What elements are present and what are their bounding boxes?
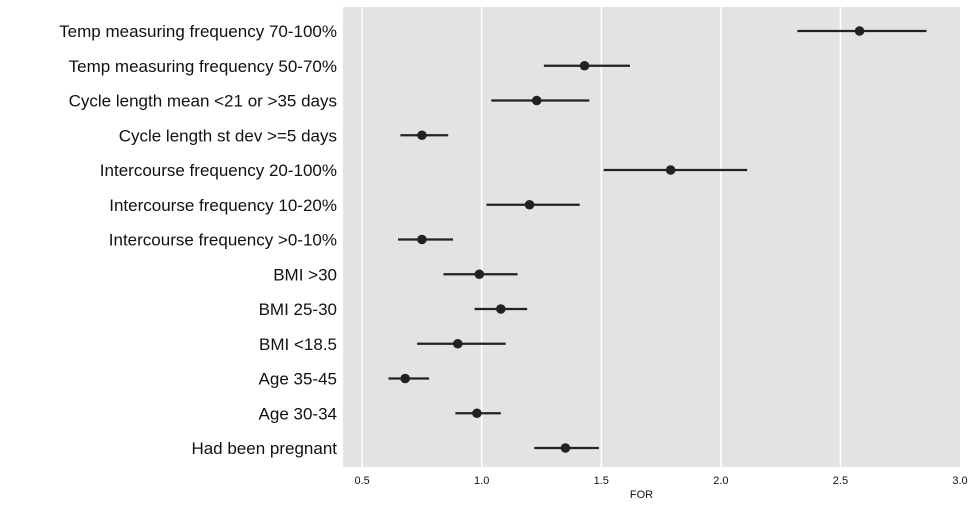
x-axis-title: FOR bbox=[630, 489, 653, 501]
category-label: BMI 25-30 bbox=[259, 300, 337, 319]
estimate-row bbox=[474, 304, 528, 314]
category-label: Intercourse frequency 20-100% bbox=[100, 161, 337, 180]
estimate-row bbox=[491, 95, 590, 106]
category-label: Temp measuring frequency 50-70% bbox=[69, 57, 337, 76]
category-label: Age 30-34 bbox=[259, 404, 337, 423]
x-tick-label: 2.5 bbox=[833, 475, 848, 487]
estimate-point bbox=[579, 60, 590, 71]
estimate-row bbox=[455, 408, 501, 419]
estimate-row bbox=[543, 60, 630, 71]
estimate-row bbox=[534, 443, 599, 453]
category-label: Intercourse frequency 10-20% bbox=[109, 196, 337, 215]
x-tick-labels: 0.5 1.0 1.5 2.0 2.5 3.0 bbox=[354, 475, 967, 487]
category-label: Cycle length mean <21 or >35 days bbox=[69, 92, 337, 111]
estimate-point bbox=[665, 165, 676, 175]
estimate-row bbox=[398, 234, 454, 245]
estimate-point bbox=[496, 304, 506, 314]
category-label: Had been pregnant bbox=[191, 439, 337, 458]
estimate-row bbox=[603, 165, 748, 175]
estimate-row bbox=[400, 130, 449, 141]
estimate-point bbox=[531, 95, 542, 106]
estimate-row bbox=[388, 373, 430, 384]
x-tick-label: 0.5 bbox=[354, 475, 369, 487]
category-label: Temp measuring frequency 70-100% bbox=[59, 22, 337, 41]
estimate-rows bbox=[388, 26, 927, 453]
plot-panel bbox=[343, 7, 960, 467]
x-tick-label: 2.0 bbox=[713, 475, 728, 487]
estimate-point bbox=[417, 130, 427, 141]
grid-lines bbox=[361, 7, 842, 467]
x-tick-label: 1.5 bbox=[594, 475, 609, 487]
estimate-point bbox=[524, 199, 535, 210]
estimate-row bbox=[443, 269, 518, 280]
category-label: Age 35-45 bbox=[259, 370, 337, 389]
category-label: BMI <18.5 bbox=[259, 335, 337, 354]
estimate-row bbox=[417, 338, 506, 349]
category-labels: Temp measuring frequency 70-100% Temp mea… bbox=[59, 22, 337, 458]
category-label: Cycle length st dev >=5 days bbox=[119, 126, 337, 145]
category-label: Intercourse frequency >0-10% bbox=[109, 231, 337, 250]
estimate-point bbox=[472, 408, 482, 419]
estimate-point bbox=[474, 269, 485, 280]
estimate-point bbox=[417, 234, 427, 245]
estimate-row bbox=[797, 26, 927, 36]
estimate-point bbox=[854, 26, 865, 36]
estimate-point bbox=[400, 373, 410, 384]
category-label: BMI >30 bbox=[273, 265, 337, 284]
x-tick-label: 3.0 bbox=[952, 475, 967, 487]
estimate-point bbox=[560, 443, 571, 453]
estimate-row bbox=[486, 199, 580, 210]
estimate-point bbox=[452, 338, 463, 349]
x-tick-label: 1.0 bbox=[474, 475, 489, 487]
